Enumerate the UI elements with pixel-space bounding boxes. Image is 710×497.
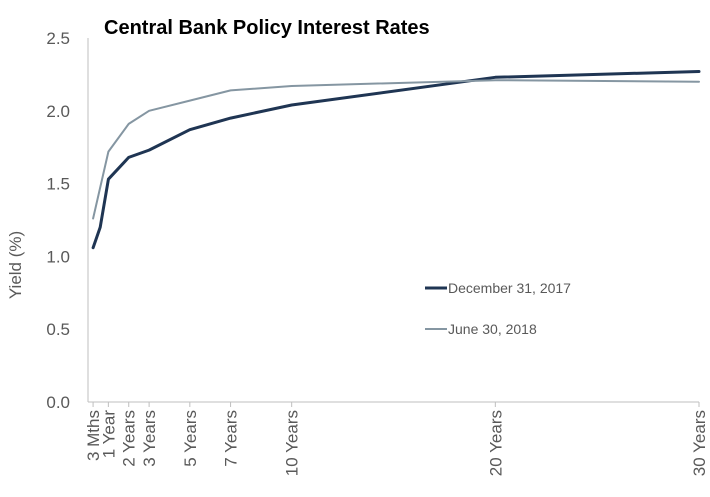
series-line-1 [93, 72, 699, 248]
x-tick-label: 5 Years [181, 410, 200, 467]
x-tick-label: 10 Years [283, 410, 302, 476]
x-tick-label: 2 Years [120, 410, 139, 467]
legend-label-2: June 30, 2018 [448, 321, 537, 337]
legend: December 31, 2017 June 30, 2018 [425, 280, 571, 337]
series-line-2 [93, 80, 699, 218]
chart-title: Central Bank Policy Interest Rates [104, 17, 430, 39]
y-axis-label: Yield (%) [6, 231, 25, 299]
legend-label-1: December 31, 2017 [448, 280, 571, 296]
y-tick-label: 0.5 [46, 320, 70, 339]
x-tick-label: 1 Year [99, 410, 118, 459]
x-tick-label: 30 Years [690, 410, 709, 476]
y-tick-label: 1.5 [46, 175, 70, 194]
x-tick-label: 3 Years [140, 410, 159, 467]
y-tick-label: 2.0 [46, 102, 70, 121]
x-tick-label: 7 Years [222, 410, 241, 467]
y-tick-label: 2.5 [46, 29, 70, 48]
series-layer [93, 72, 699, 248]
y-tick-label: 0.0 [46, 393, 70, 412]
x-tick-label: 20 Years [486, 410, 505, 476]
y-axis: 0.0 0.5 1.0 1.5 2.0 2.5 Yield (%) [6, 29, 88, 412]
y-tick-label: 1.0 [46, 247, 70, 266]
